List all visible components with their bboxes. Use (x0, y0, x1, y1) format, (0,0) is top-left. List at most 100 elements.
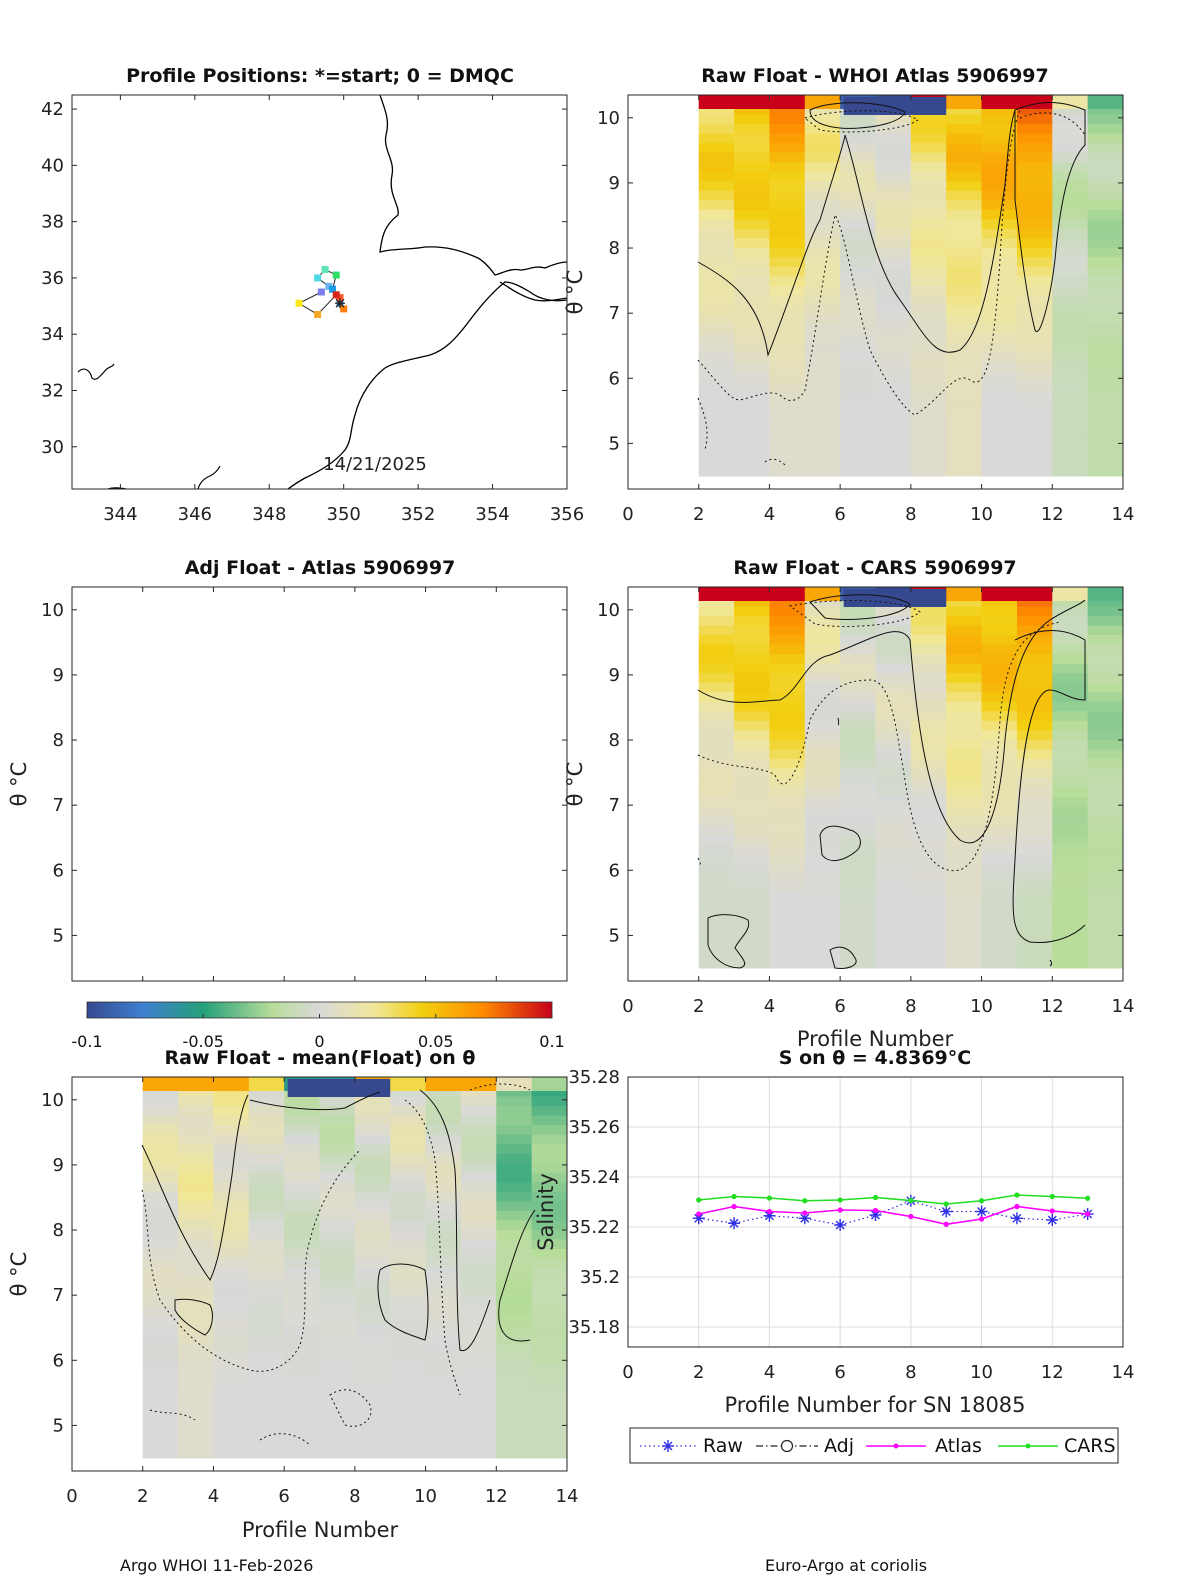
x-tick-label: 14 (556, 1486, 579, 1507)
heatmap-cell (769, 767, 806, 778)
heatmap-cell (142, 1229, 179, 1240)
heatmap-cell (213, 1086, 250, 1097)
heatmap-cell (875, 672, 912, 683)
heatmap-cell (946, 891, 983, 902)
heatmap-cell (946, 361, 983, 372)
heatmap-cell (531, 1429, 567, 1440)
x-tick-label: 10 (970, 504, 993, 525)
heatmap-cell (248, 1248, 285, 1259)
heatmap-cell (946, 180, 983, 191)
heatmap-cell (213, 1277, 250, 1288)
heatmap-cell (390, 1381, 427, 1392)
heatmap-cell (284, 1400, 320, 1411)
heatmap-cell (981, 361, 1018, 372)
x-tick-label: 2 (693, 996, 704, 1017)
heatmap-cell (248, 1277, 285, 1288)
heatmap-cell (804, 787, 841, 798)
heatmap-cell (1087, 228, 1123, 239)
heatmap-cell (323, 1079, 391, 1097)
x-tick-label: 4 (764, 504, 775, 525)
heatmap-cell (1052, 114, 1089, 125)
heatmap-cell (734, 853, 770, 864)
heatmap-cell (910, 342, 947, 353)
heatmap-cell (142, 1286, 179, 1297)
heatmap-cell (142, 1200, 179, 1211)
heatmap-cell (496, 1267, 533, 1278)
heatmap-cell (319, 1200, 356, 1211)
salinity-legend: Raw Adj Atlas CARS (629, 1427, 1119, 1464)
heatmap-cell (804, 796, 841, 807)
heatmap-cell (946, 190, 983, 201)
heatmap-cell (1016, 767, 1053, 778)
heatmap-cell (910, 171, 947, 182)
heatmap-cell (1016, 710, 1053, 721)
y-tick-label: 5 (609, 925, 620, 946)
heatmap-cell (1087, 748, 1123, 759)
heatmap-cell (425, 1257, 462, 1268)
y-tick-label: 34 (41, 324, 64, 345)
heatmap-cell (840, 218, 876, 229)
heatmap-cell (698, 237, 735, 248)
heatmap-cell (496, 1410, 533, 1421)
heatmap-cell (981, 729, 1018, 740)
heatmap-cell (946, 295, 983, 306)
heatmap-cell (425, 1343, 462, 1354)
heatmap-cell (1052, 380, 1089, 391)
heatmap-cell (248, 1219, 285, 1230)
heatmap-cell (531, 1219, 567, 1230)
raw-mean-contours (141, 1083, 536, 1446)
heatmap-cell (804, 682, 841, 693)
heatmap-cell (390, 1400, 427, 1411)
heatmap-cell (1016, 266, 1053, 277)
heatmap-cell (1016, 787, 1053, 798)
heatmap-cell (981, 910, 1018, 921)
heatmap-cell (1016, 863, 1053, 874)
heatmap-cell (248, 1124, 285, 1135)
salinity-xlabel: Profile Number for SN 18085 (724, 1393, 1025, 1417)
heatmap-cell (213, 1219, 250, 1230)
heatmap-cell (804, 466, 841, 477)
x-tick-label: 0 (622, 996, 633, 1017)
heatmap-cell (698, 606, 735, 617)
heatmap-cell (910, 409, 947, 420)
heatmap-cell (531, 1172, 567, 1183)
heatmap-cell (284, 1448, 320, 1459)
heatmap-cell (390, 1124, 427, 1135)
heatmap-cell (460, 1124, 497, 1135)
heatmap-cell (1016, 209, 1053, 220)
heatmap-cell (946, 939, 983, 950)
heatmap-cell (354, 1096, 391, 1107)
y-tick-label: 30 (41, 437, 64, 458)
heatmap-cell (804, 910, 841, 921)
heatmap-cell (879, 589, 947, 607)
heatmap-cell (178, 1372, 214, 1383)
heatmap-cell (1052, 815, 1089, 826)
heatmap-cell (1052, 758, 1089, 769)
heatmap-cell (946, 729, 983, 740)
heatmap-cell (213, 1400, 250, 1411)
heatmap-cell (840, 825, 876, 836)
heatmap-cell (1016, 758, 1053, 769)
heatmap-cell (354, 1229, 391, 1240)
heatmap-cell (319, 1096, 356, 1107)
heatmap-cell (769, 825, 806, 836)
heatmap-cell (698, 891, 735, 902)
heatmap-cell (981, 209, 1018, 220)
heatmap-cell (213, 1143, 250, 1154)
heatmap-cell (804, 663, 841, 674)
heatmap-cell (769, 644, 806, 655)
heatmap-cell (769, 682, 806, 693)
x-tick-label: 8 (905, 1362, 916, 1383)
heatmap-cell (840, 834, 876, 845)
heatmap-cell (840, 882, 876, 893)
heatmap-cell (531, 1324, 567, 1335)
heatmap-cell (248, 1419, 285, 1430)
heatmap-cell (946, 114, 983, 125)
heatmap-cell (804, 653, 841, 664)
adj-atlas-ylabel: θ °C (7, 762, 31, 807)
heatmap-cell (460, 1219, 497, 1230)
heatmap-cell (840, 682, 876, 693)
heatmap-cell (1087, 237, 1123, 248)
y-tick-label: 7 (609, 303, 620, 324)
heatmap-cell (734, 825, 770, 836)
